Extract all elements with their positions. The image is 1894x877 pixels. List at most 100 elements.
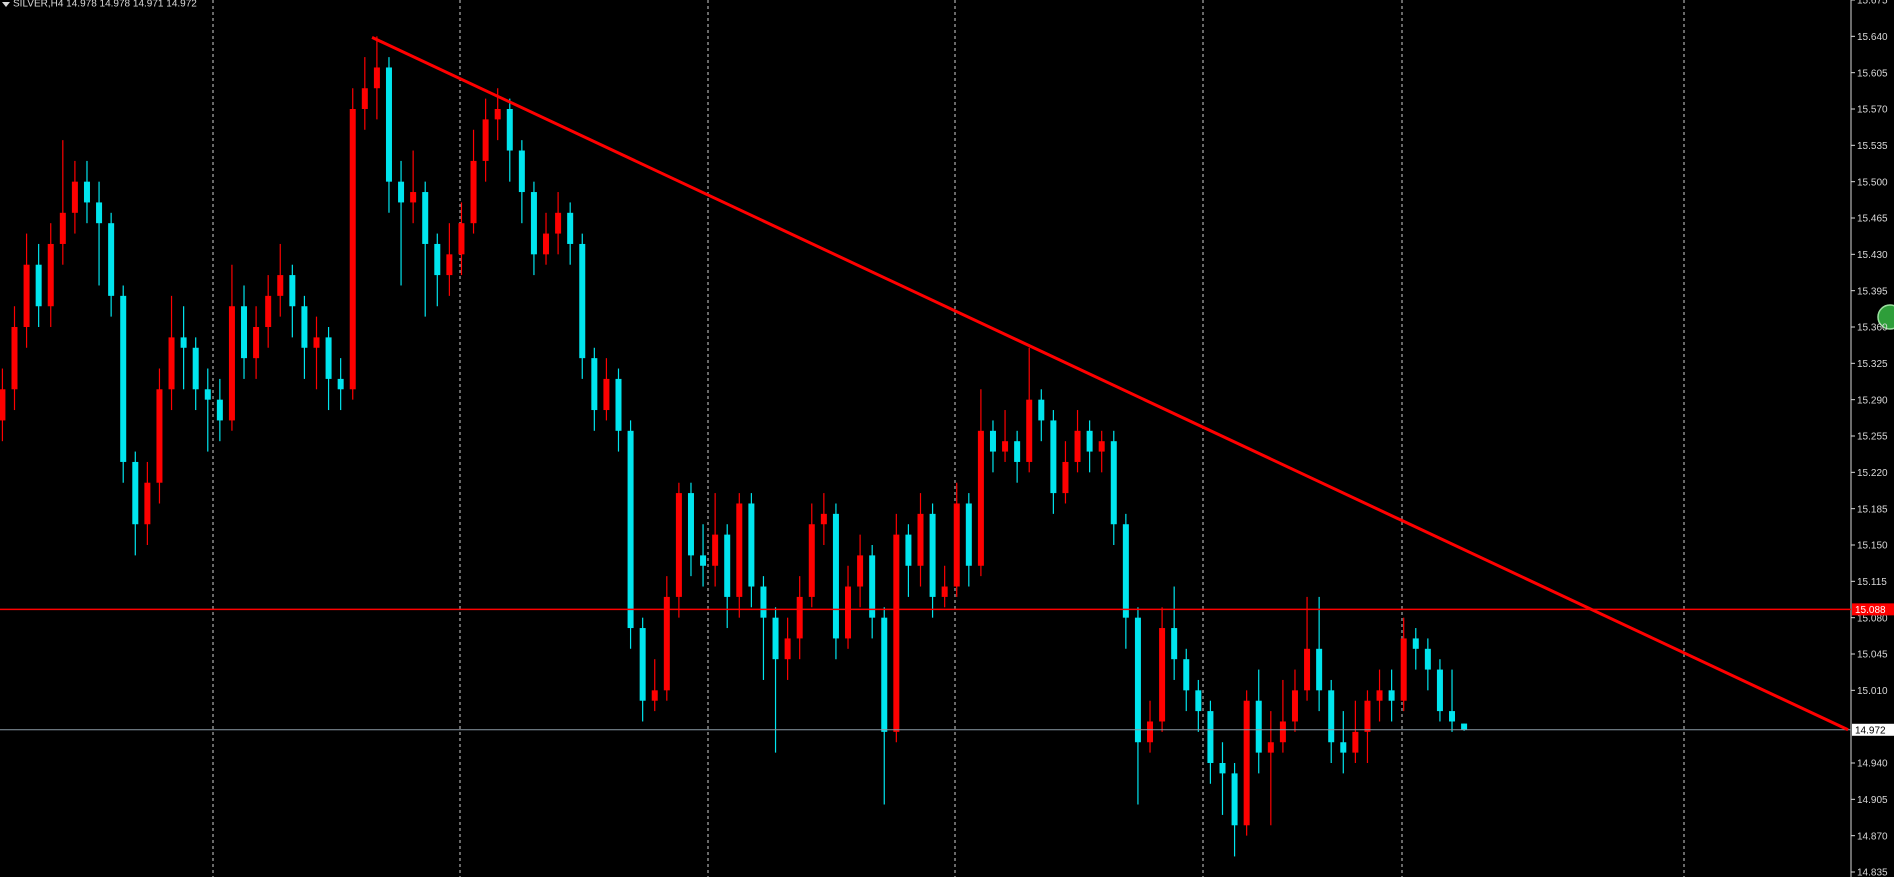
candle-body [1352, 731, 1359, 753]
candle-body [470, 160, 477, 224]
candle-body [59, 212, 66, 244]
candle-body [482, 119, 489, 161]
candle-body [820, 513, 827, 525]
candle-body [784, 638, 791, 660]
candle-body [349, 109, 356, 390]
candle-body [1195, 690, 1202, 712]
candle-body [917, 513, 924, 566]
candle-body [446, 254, 453, 276]
candle-body [71, 181, 78, 213]
candle-body [748, 503, 755, 587]
candle-body [1231, 773, 1238, 826]
candle-body [1014, 441, 1021, 462]
candle-body [277, 275, 284, 296]
candle-body [1376, 690, 1383, 701]
candle-body [1147, 721, 1154, 743]
candle-body [700, 555, 707, 566]
candle-body [11, 327, 18, 390]
candle-body [941, 586, 948, 597]
separators [212, 0, 1685, 877]
candle-body [1110, 441, 1117, 525]
current-price-label: 14.972 [1855, 725, 1886, 736]
candle-body [1364, 700, 1371, 732]
y-tick-label: 15.150 [1857, 541, 1888, 552]
candle-body [845, 586, 852, 639]
candle-body [204, 389, 211, 400]
candle-body [1255, 700, 1262, 753]
candle-body [1316, 648, 1323, 691]
y-tick-label: 15.535 [1857, 141, 1888, 152]
candle-body [434, 243, 441, 276]
y-tick-label: 15.010 [1857, 686, 1888, 697]
candle-body [615, 378, 622, 431]
trendline [371, 36, 1849, 732]
candle-body [96, 202, 103, 224]
y-tick-label: 15.080 [1857, 613, 1888, 624]
y-tick-label: 15.325 [1857, 359, 1888, 370]
candle-body [1074, 430, 1081, 462]
y-tick-label: 15.185 [1857, 504, 1888, 515]
title-icon [2, 2, 10, 7]
candle-body [881, 617, 888, 732]
candle-body [265, 295, 272, 327]
candle-body [893, 534, 900, 732]
y-tick-label: 15.500 [1857, 177, 1888, 188]
candle-body [228, 306, 235, 421]
candle-body [627, 430, 634, 629]
current-price-tag [1852, 723, 1894, 736]
y-tick-label: 15.395 [1857, 286, 1888, 297]
candle-body [180, 337, 187, 348]
candle-body [1340, 742, 1347, 753]
candle-body [1291, 690, 1298, 722]
candle-body [410, 192, 417, 203]
candle-body [253, 327, 260, 359]
candle-body [567, 212, 574, 244]
candle-body [83, 181, 90, 203]
candle-body [1279, 721, 1286, 743]
y-tick-label: 15.640 [1857, 32, 1888, 43]
y-tick-label: 15.675 [1857, 0, 1888, 7]
candle-body [1328, 690, 1335, 743]
candle-body [675, 493, 682, 597]
candle-body [1449, 711, 1456, 722]
candle-body [108, 223, 115, 296]
candle-body [1062, 461, 1069, 494]
candle-body [1207, 711, 1214, 763]
y-tick-label: 15.220 [1857, 468, 1888, 479]
y-tick-label: 14.940 [1857, 759, 1888, 770]
candle-body [1122, 524, 1129, 618]
candle-body [325, 337, 332, 379]
candle-body [1134, 617, 1141, 743]
y-tick-label: 15.360 [1857, 323, 1888, 334]
y-tick-label: 15.045 [1857, 650, 1888, 661]
y-tick-label: 15.605 [1857, 68, 1888, 79]
candle-body [555, 212, 562, 234]
candle-body [313, 337, 320, 348]
candle-body [1267, 742, 1274, 753]
horizontal-line-label: 15.088 [1855, 605, 1886, 616]
candle-body [1412, 638, 1419, 649]
candle-body [603, 378, 610, 411]
horizontal-line-tag [1852, 603, 1894, 616]
candle-body [120, 295, 127, 462]
candle-body [905, 534, 912, 566]
candle-body [869, 555, 876, 618]
candle-body [23, 264, 30, 327]
y-tick-label: 14.835 [1857, 868, 1888, 877]
candle-body [965, 503, 972, 566]
candle-body [216, 399, 223, 421]
candle-body [494, 109, 501, 120]
candle-body [0, 389, 6, 421]
chart-title: SILVER,H4 14.978 14.978 14.971 14.972 [13, 0, 197, 10]
candle-body [192, 347, 199, 390]
candle-body [1171, 628, 1178, 660]
candle-body [989, 430, 996, 452]
candle-body [953, 503, 960, 587]
candle-body [1243, 700, 1250, 826]
candle-body [35, 264, 42, 307]
candle-body [663, 596, 670, 691]
candle-body [929, 513, 936, 597]
candle-body [132, 461, 139, 525]
candle-body [361, 88, 368, 109]
